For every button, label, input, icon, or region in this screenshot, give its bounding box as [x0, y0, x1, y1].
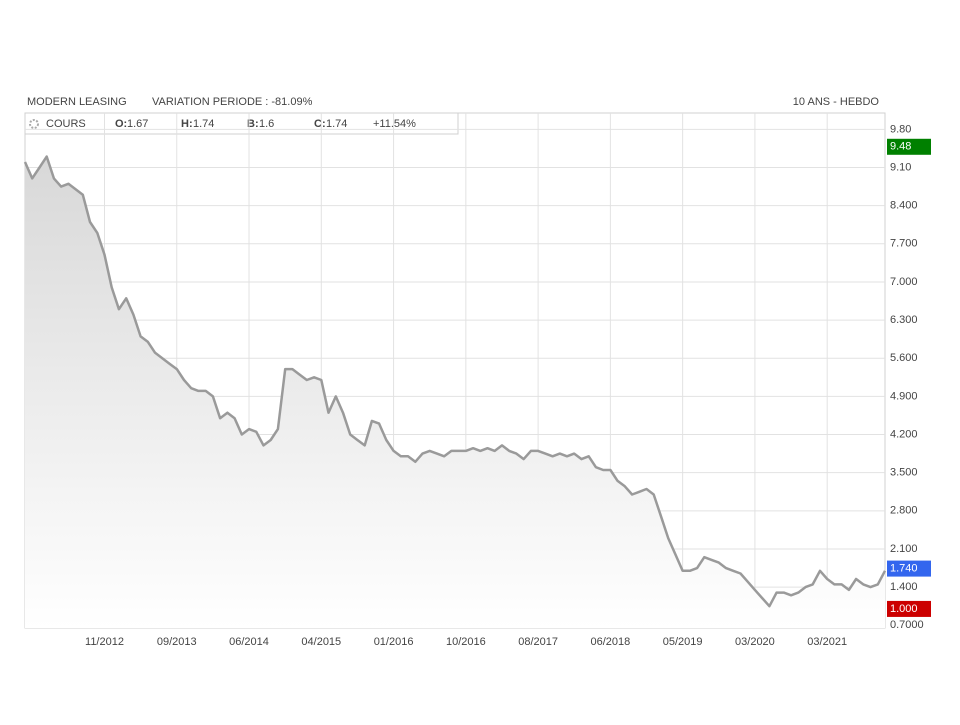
y-tick-label: 9.80 — [890, 123, 911, 135]
x-tick-label: 09/2013 — [157, 636, 197, 648]
x-tick-label: 04/2015 — [301, 636, 341, 648]
price-badge — [887, 138, 931, 155]
legend-key: H: — [181, 118, 193, 130]
legend-key: O: — [115, 118, 127, 130]
price-badge — [887, 560, 931, 577]
chart-subtitle: VARIATION PERIODE : -81.09% — [152, 96, 313, 108]
legend-value: 1.67 — [127, 118, 148, 130]
y-tick-label: 4.200 — [890, 428, 918, 440]
x-tick-label: 10/2016 — [446, 636, 486, 648]
y-tick-label: 3.500 — [890, 467, 918, 479]
legend-key: C: — [314, 118, 326, 130]
y-tick-label: 7.700 — [890, 238, 918, 250]
period-label: 10 ANS - HEBDO — [793, 96, 880, 108]
area — [25, 156, 885, 628]
legend-value: 1.6 — [259, 118, 274, 130]
y-tick-label: 5.600 — [890, 352, 918, 364]
legend-value: 1.74 — [326, 118, 347, 130]
x-tick-label: 06/2014 — [229, 636, 269, 648]
x-tick-label: 06/2018 — [590, 636, 630, 648]
line — [23, 155, 887, 608]
y-tick-label: 8.400 — [890, 200, 918, 212]
x-tick-label: 01/2016 — [374, 636, 414, 648]
y-tick-label: 2.800 — [890, 505, 918, 517]
legend-name: COURS — [46, 118, 86, 130]
x-tick-label: 11/2012 — [85, 636, 124, 648]
y-tick-label: 0.7000 — [890, 619, 924, 631]
y-tick-label: 9.10 — [890, 161, 911, 173]
price-badge-label: 1.000 — [890, 603, 918, 615]
chart-title: MODERN LEASING — [27, 96, 127, 108]
y-tick-label: 6.300 — [890, 314, 918, 326]
legend-change: +11.54% — [373, 118, 416, 130]
y-tick-label: 2.100 — [890, 543, 918, 555]
y-tick-label: 1.400 — [890, 581, 918, 593]
settings-icon[interactable] — [29, 119, 39, 129]
price-badge-label: 1.740 — [890, 563, 918, 575]
x-tick-label: 08/2017 — [518, 636, 558, 648]
y-tick-label: 4.900 — [890, 390, 918, 402]
x-tick-label: 03/2021 — [807, 636, 847, 648]
price-badge-label: 9.48 — [890, 141, 911, 153]
legend-key: B: — [247, 118, 259, 130]
legend-box — [24, 112, 459, 135]
legend-value: 1.74 — [193, 118, 214, 130]
x-tick-label: 03/2020 — [735, 636, 775, 648]
x-tick-label: 05/2019 — [663, 636, 703, 648]
y-tick-label: 7.000 — [890, 276, 918, 288]
price-badge — [887, 600, 931, 617]
